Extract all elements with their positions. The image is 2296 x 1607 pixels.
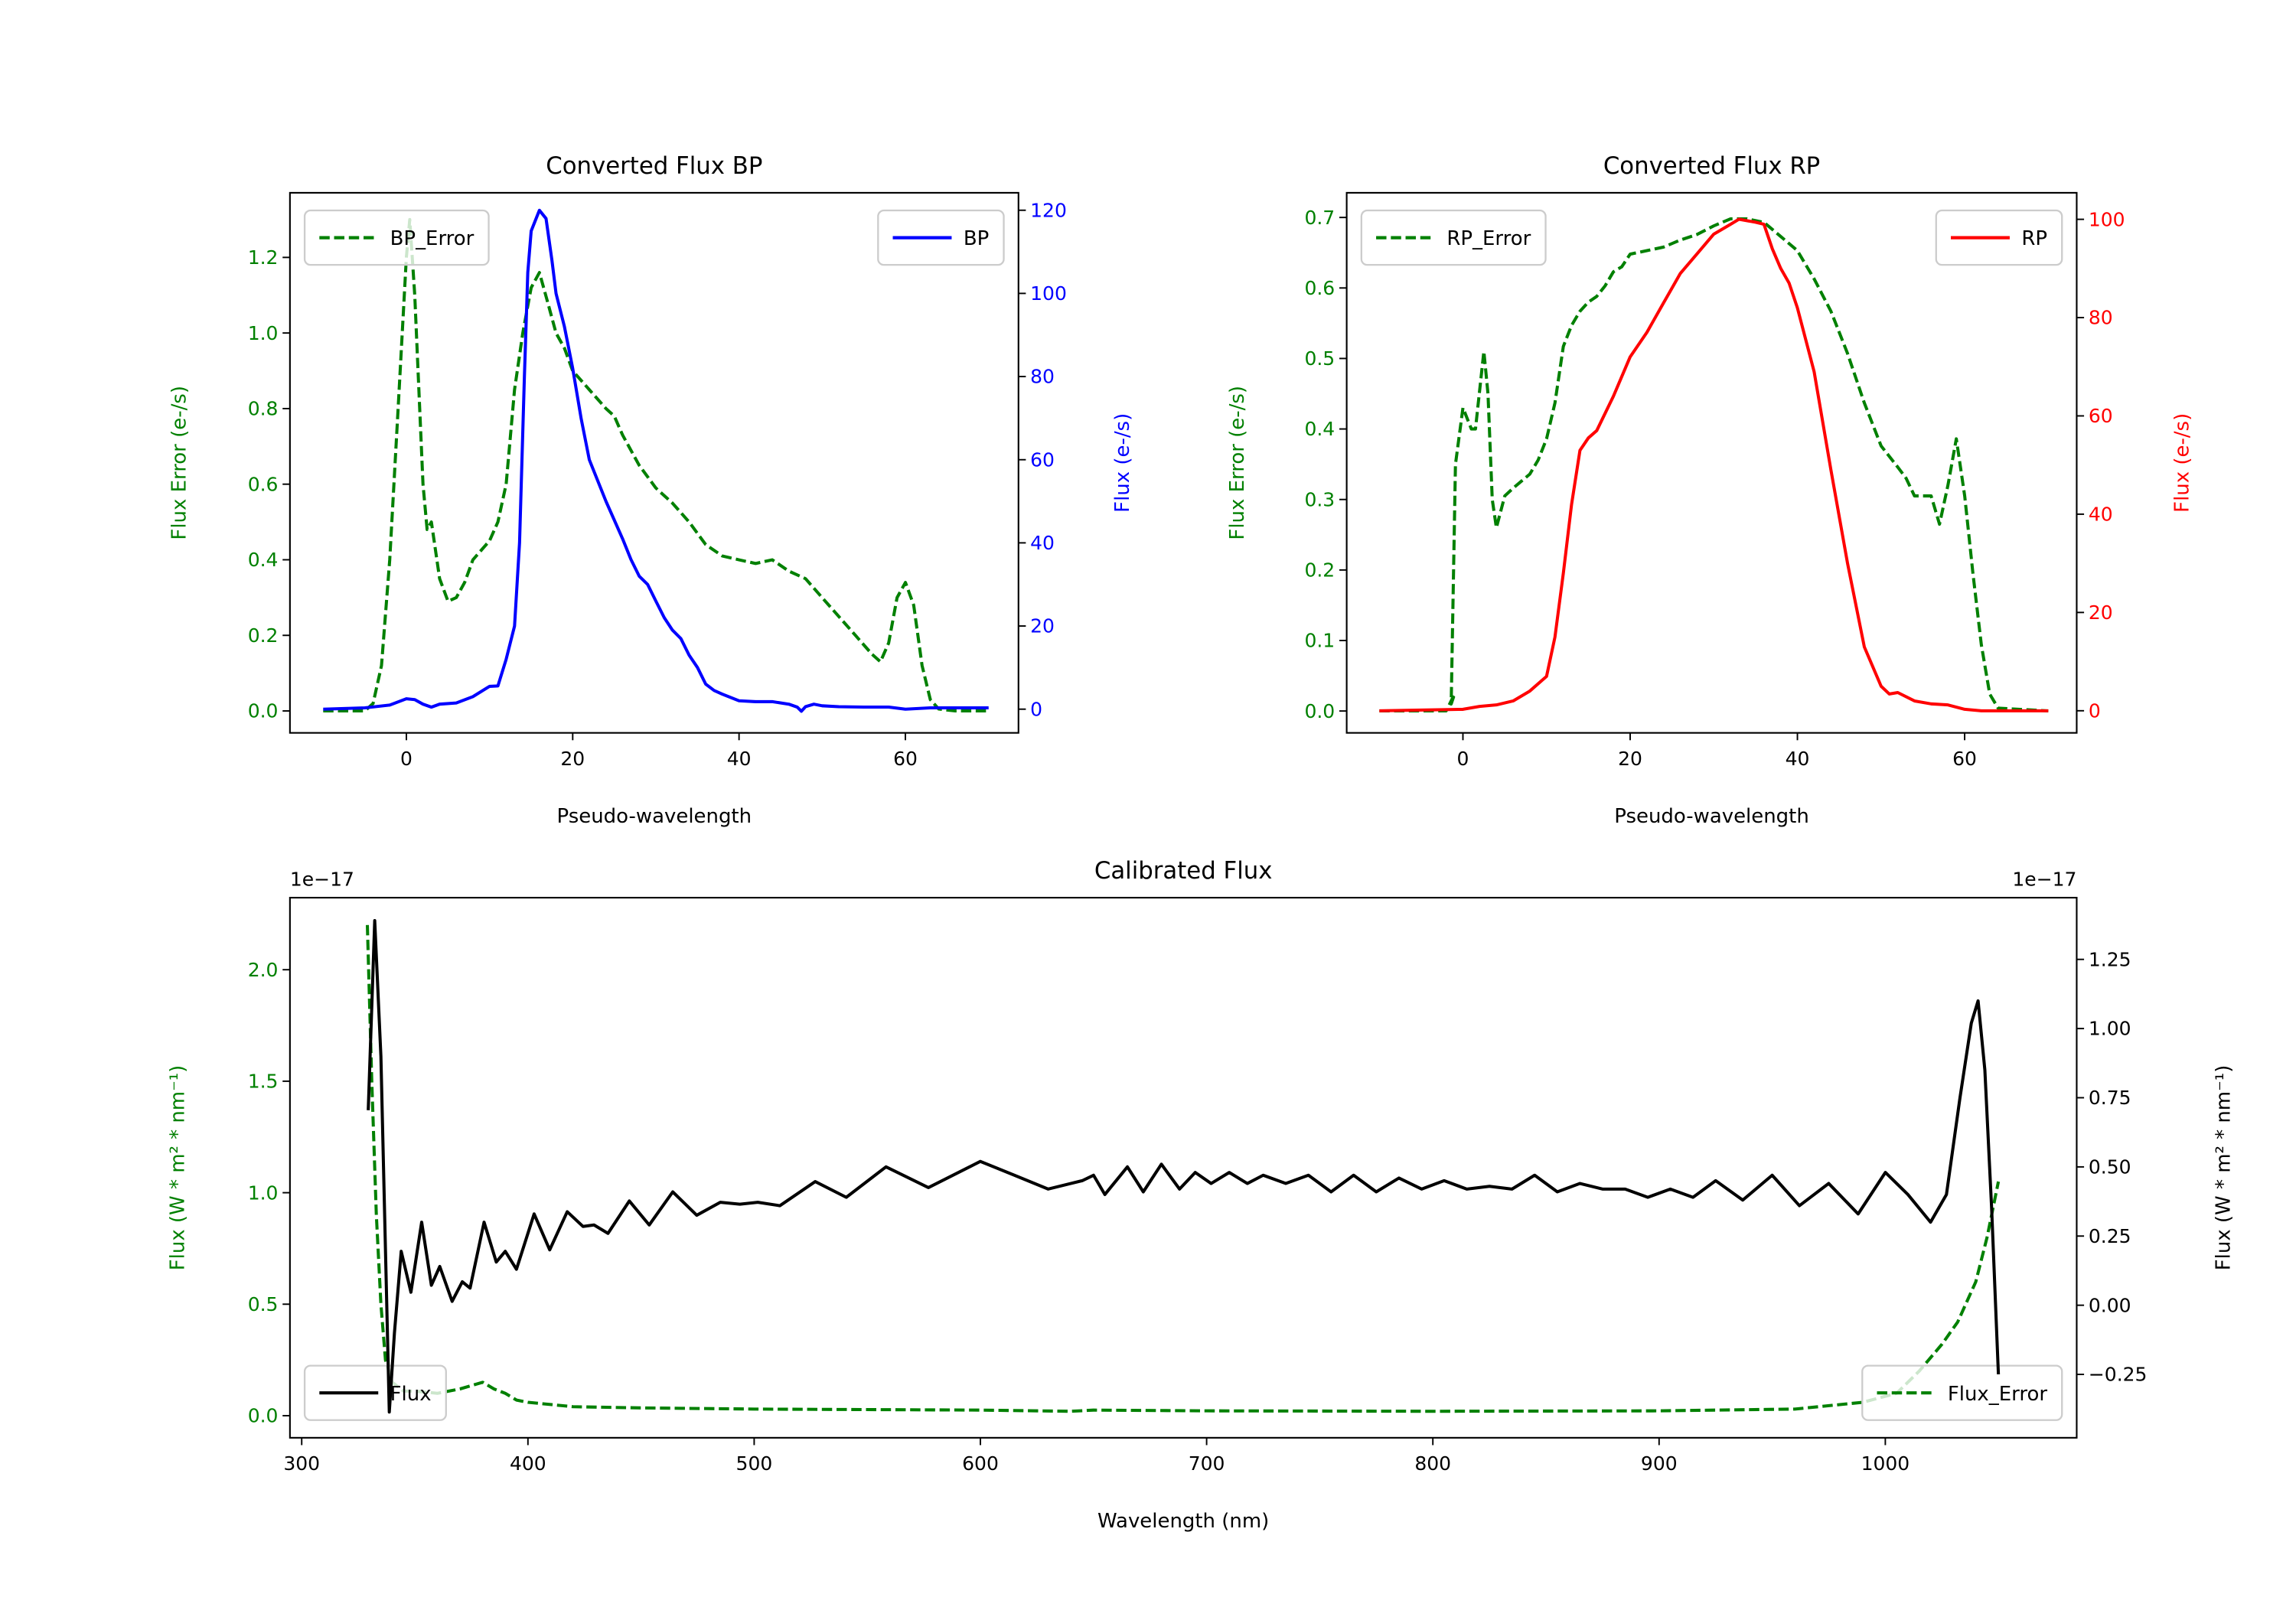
left-y-axis-label: Flux (W * m² * nm⁻¹): [166, 1065, 189, 1271]
x-tick-label: 40: [727, 748, 752, 770]
chart-title: Calibrated Flux: [1094, 857, 1273, 885]
right-y-tick-label: 0.50: [2089, 1156, 2131, 1178]
right-y-tick-label: 0: [1030, 698, 1042, 720]
x-tick-label: 60: [893, 748, 918, 770]
right-y-axis-label: Flux (W * m² * nm⁻¹): [2212, 1065, 2235, 1271]
right-y-tick-label: 120: [1030, 199, 1067, 221]
left-y-tick-label: 0.6: [1304, 277, 1335, 299]
left-y-tick-label: 2.0: [248, 959, 279, 981]
right-y-tick-label: 0.75: [2089, 1087, 2131, 1109]
x-tick-label: 0: [400, 748, 413, 770]
right-y-tick-label: 0.00: [2089, 1294, 2131, 1316]
x-tick-label: 20: [1618, 748, 1642, 770]
x-axis-label: Wavelength (nm): [1097, 1510, 1269, 1533]
left-y-tick-label: 0.2: [248, 624, 279, 647]
right-y-axis-label: Flux (e-/s): [1111, 413, 1134, 513]
x-tick-label: 600: [962, 1452, 999, 1475]
right-y-tick-label: 40: [1030, 532, 1055, 554]
x-tick-label: 800: [1414, 1452, 1451, 1475]
legend-rp-error: RP_Error: [1360, 209, 1547, 266]
x-tick-label: 60: [1952, 748, 1977, 770]
left-y-tick-label: 0.4: [1304, 418, 1335, 440]
legend-box: [303, 209, 490, 266]
panel-calibrated-flux: Calibrated Flux 300 400 500 600 700 800 900 1000…: [166, 857, 2235, 1533]
x-tick-label: 0: [1457, 748, 1469, 770]
left-y-tick-label: 0.0: [1304, 700, 1335, 722]
left-y-tick-label: 0.1: [1304, 630, 1335, 652]
x-axis-label: Pseudo-wavelength: [557, 805, 752, 828]
right-y-tick-label: 80: [1030, 366, 1055, 388]
left-y-tick-label: 0.5: [1304, 347, 1335, 370]
legend-label: RP_Error: [1446, 227, 1531, 250]
legend-box: [1360, 209, 1547, 266]
right-y-tick-label: 80: [2089, 307, 2113, 329]
left-y-axis-label: Flux Error (e-/s): [168, 386, 191, 540]
right-y-tick-label: 60: [2089, 405, 2113, 427]
left-y-tick-label: 1.0: [248, 322, 279, 344]
right-y-tick-label: −0.25: [2089, 1364, 2148, 1386]
chart-title: Converted Flux BP: [546, 152, 762, 180]
x-tick-label: 1000: [1861, 1452, 1910, 1475]
left-y-tick-label: 0.8: [248, 398, 279, 420]
legend-label: Flux: [390, 1383, 432, 1406]
left-y-tick-label: 0.0: [248, 700, 279, 722]
series-line-flux: [367, 919, 2001, 1414]
axes-frame: [289, 897, 2078, 1439]
left-y-tick-label: 1.0: [248, 1182, 279, 1204]
left-y-tick-label: 1.5: [248, 1071, 279, 1093]
right-y-tick-label: 1.25: [2089, 948, 2131, 970]
panel-converted-flux-rp: Converted Flux RP 0 20 40 60 Pseudo-wavelengt…: [1226, 152, 2194, 828]
left-y-tick-label: 0.0: [248, 1405, 279, 1427]
right-y-tick-label: 0.25: [2089, 1225, 2131, 1247]
left-axis-offset-text: 1e−17: [290, 869, 354, 891]
left-y-axis-label: Flux Error (e-/s): [1226, 386, 1249, 540]
x-tick-label: 500: [736, 1452, 773, 1475]
axes-frame: [1345, 191, 2078, 734]
x-tick-label: 900: [1641, 1452, 1678, 1475]
x-axis-label: Pseudo-wavelength: [1614, 805, 1809, 828]
series-line-rp-error: [1379, 217, 2049, 713]
right-y-axis-label: Flux (e-/s): [2171, 413, 2194, 513]
legend-bp: BP: [877, 209, 1005, 266]
left-y-tick-label: 0.2: [1304, 559, 1335, 582]
right-y-tick-label: 40: [2089, 504, 2113, 526]
left-y-tick-label: 1.2: [248, 246, 279, 269]
legend-flux-error: Flux_Error: [1861, 1364, 2063, 1421]
x-tick-label: 300: [283, 1452, 320, 1475]
legend-label: Flux_Error: [1948, 1383, 2048, 1406]
chart-title: Converted Flux RP: [1603, 152, 1820, 180]
right-axis-offset-text: 1e−17: [2012, 869, 2076, 891]
axes-frame: [289, 191, 1019, 734]
left-y-tick-label: 0.5: [248, 1293, 279, 1315]
panel-converted-flux-bp: Converted Flux BP 0 20 40 60 Pseudo-wavelengt…: [168, 152, 1134, 828]
right-y-tick-label: 100: [2089, 208, 2125, 230]
legend-flux: Flux: [303, 1364, 447, 1421]
x-tick-label: 20: [560, 748, 585, 770]
legend-rp: RP: [1935, 209, 2063, 266]
right-y-tick-label: 0: [2089, 699, 2101, 722]
series-line-bp: [323, 208, 989, 713]
x-tick-label: 40: [1786, 748, 1810, 770]
left-y-tick-label: 0.7: [1304, 207, 1335, 229]
legend-label: BP_Error: [390, 227, 475, 250]
legend-bp-error: BP_Error: [303, 209, 490, 266]
right-y-tick-label: 20: [2089, 601, 2113, 624]
legend-box: [1861, 1364, 2063, 1421]
left-y-tick-label: 0.3: [1304, 488, 1335, 510]
left-y-tick-label: 0.6: [248, 473, 279, 495]
series-line-rp: [1379, 217, 2049, 712]
x-tick-label: 400: [510, 1452, 546, 1475]
right-y-tick-label: 1.00: [2089, 1018, 2131, 1040]
legend-label: BP: [964, 227, 989, 250]
left-y-tick-label: 0.4: [248, 549, 279, 571]
legend-label: RP: [2021, 227, 2047, 250]
x-tick-label: 700: [1189, 1452, 1225, 1475]
right-y-tick-label: 60: [1030, 448, 1055, 471]
series-line-bp-error: [323, 217, 989, 713]
right-y-tick-label: 20: [1030, 615, 1055, 637]
right-y-tick-label: 100: [1030, 282, 1067, 305]
